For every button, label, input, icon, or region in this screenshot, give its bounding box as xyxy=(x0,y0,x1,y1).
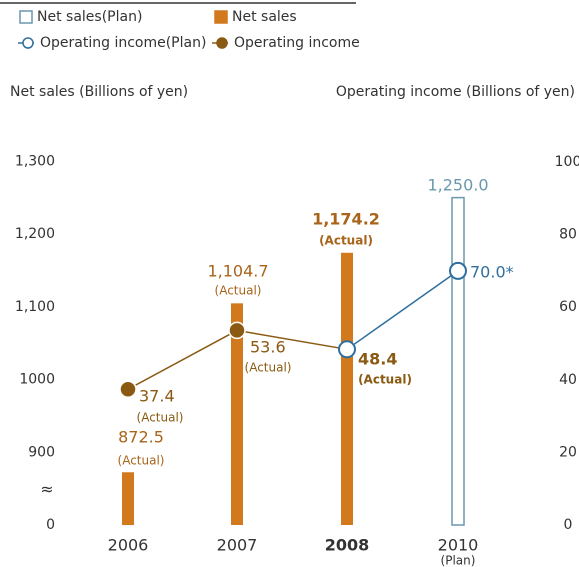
legend-label: Operating income(Plan) xyxy=(40,35,206,51)
legend-label: Net sales(Plan) xyxy=(37,9,142,25)
x-tick-sublabel: (Plan) xyxy=(441,554,476,567)
dot xyxy=(338,340,356,359)
legend-swatch-dot xyxy=(216,37,228,49)
y2-tick-label: 100 xyxy=(555,154,579,170)
value-note: (Actual) xyxy=(358,373,412,387)
legend: Net sales(Plan) Net sales Operating income… xyxy=(18,9,360,51)
y2-axis-title: Operating income (Billions of yen) xyxy=(336,84,575,100)
value-label: 1,104.7 xyxy=(207,262,268,281)
legend-label: Operating income xyxy=(234,35,360,51)
value-label: 37.4 xyxy=(139,387,175,406)
y2-tick-label: 0 xyxy=(564,517,573,533)
y-tick-label: 1,200 xyxy=(15,226,55,242)
value-note: (Actual) xyxy=(215,284,262,298)
y-tick-label: 1,300 xyxy=(15,153,55,169)
legend-swatch-dot xyxy=(22,37,34,49)
dot xyxy=(449,261,467,280)
value-note: (Actual) xyxy=(137,411,184,425)
value-label: 1,250.0 xyxy=(427,176,488,195)
value-note: (Actual) xyxy=(118,454,165,468)
value-label: 48.4 xyxy=(358,350,397,369)
line xyxy=(346,270,459,350)
legend-swatch xyxy=(19,10,33,24)
axis-break: ≈ xyxy=(40,480,53,499)
value-label: 70.0* xyxy=(470,263,514,282)
y2-tick-label: 40 xyxy=(559,372,577,388)
value-note: (Actual) xyxy=(245,361,292,375)
y-tick-label: 900 xyxy=(28,444,55,460)
y-tick-label: 0 xyxy=(46,517,55,533)
bar xyxy=(231,303,243,525)
value-note: (Actual) xyxy=(319,234,373,248)
bar xyxy=(341,252,353,525)
value-label: 872.5 xyxy=(118,428,164,447)
x-tick-label: 2007 xyxy=(217,536,258,555)
y-tick-label: 1000 xyxy=(19,372,55,388)
y2-tick-label: 60 xyxy=(559,299,577,315)
value-label: 53.6 xyxy=(250,338,286,357)
bar xyxy=(451,196,465,526)
x-tick-label: 2006 xyxy=(108,536,149,555)
y-axis-title: Net sales (Billions of yen) xyxy=(10,84,188,100)
value-label: 1,174.2 xyxy=(312,210,380,229)
legend-swatch xyxy=(214,10,228,24)
dot xyxy=(119,380,137,398)
dot xyxy=(228,321,246,340)
y2-tick-label: 20 xyxy=(559,444,577,460)
x-tick-label: 2008 xyxy=(325,536,370,555)
y-tick-label: 1,100 xyxy=(15,299,55,315)
x-tick-label: 2010 xyxy=(438,536,479,555)
legend-label: Net sales xyxy=(232,9,297,25)
y2-tick-label: 80 xyxy=(559,227,577,243)
bar xyxy=(122,472,134,525)
